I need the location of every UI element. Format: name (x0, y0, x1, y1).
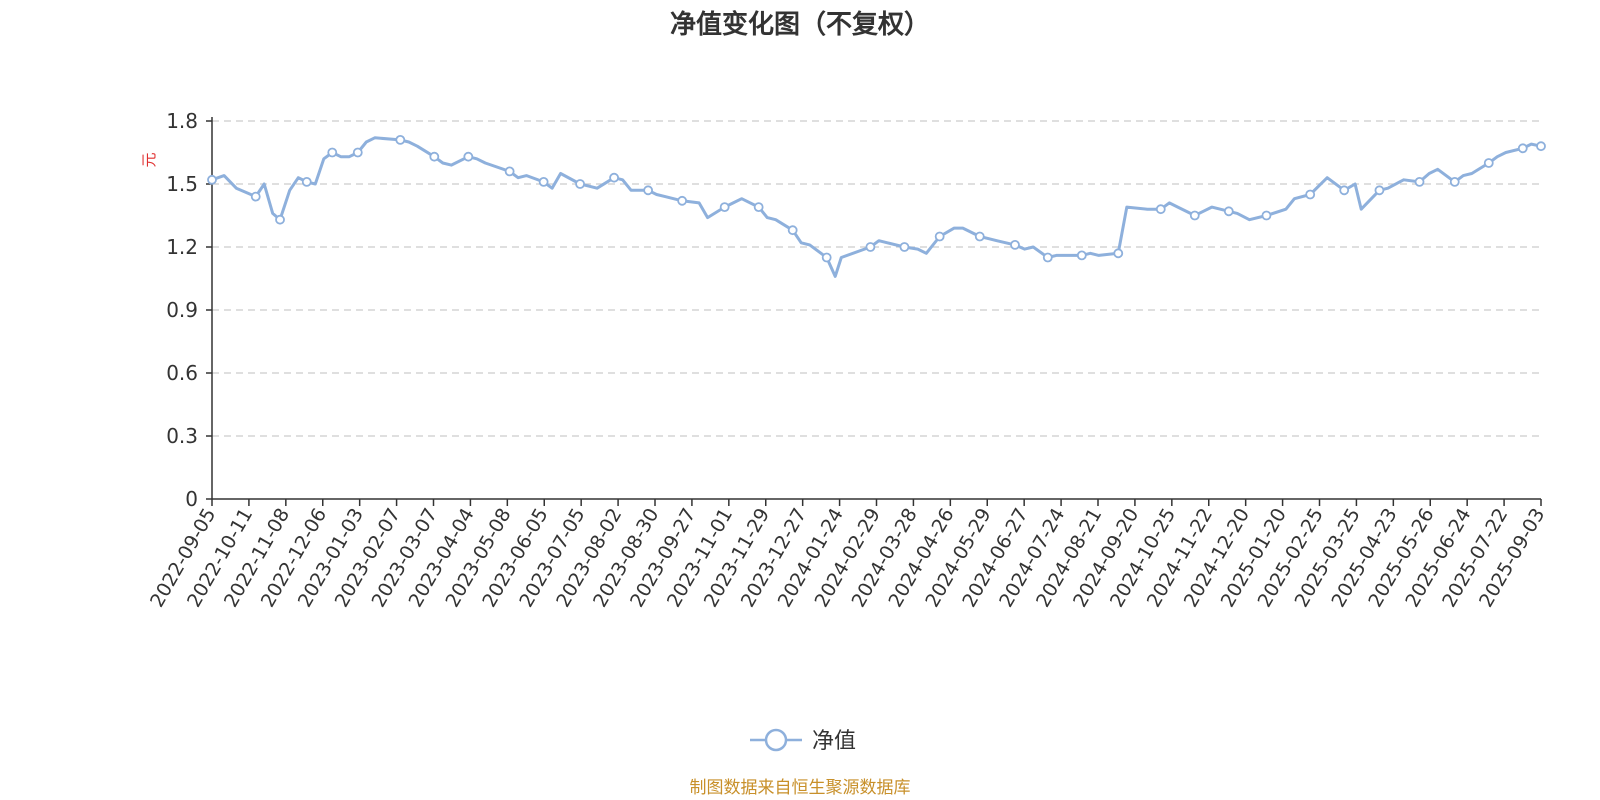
data-point (538, 176, 549, 187)
data-point (1076, 250, 1087, 261)
data-point (787, 225, 798, 236)
data-point (609, 172, 620, 183)
data-point (719, 202, 730, 213)
data-point (974, 231, 985, 242)
data-point (275, 214, 285, 225)
data-point (1339, 185, 1350, 196)
grid-lines (212, 120, 1541, 437)
legend[interactable]: 净值 (750, 728, 856, 754)
data-point (207, 174, 217, 185)
y-unit-label: 元 (140, 152, 158, 167)
data-point (934, 231, 945, 242)
series-line (210, 136, 1543, 278)
data-point (753, 202, 764, 213)
series-layer (207, 134, 1546, 278)
data-point (250, 191, 261, 202)
data-point (1374, 185, 1385, 196)
data-point (865, 242, 876, 252)
data-point (1042, 252, 1053, 263)
data-point (1261, 210, 1272, 221)
data-point (643, 185, 654, 196)
data-point (821, 252, 832, 263)
data-point (352, 147, 363, 158)
source-note: 制图数据来自恒生聚源数据库 (690, 778, 911, 798)
data-point (1517, 143, 1528, 154)
legend-label: 净值 (812, 729, 856, 754)
data-point (463, 151, 474, 162)
legend-marker-icon (764, 728, 788, 752)
data-point (504, 166, 515, 177)
y-tick-label: 1.8 (166, 109, 198, 133)
data-point (1483, 158, 1494, 168)
y-tick-label: 0.6 (166, 361, 198, 385)
y-tick-label: 0.3 (166, 424, 198, 448)
data-point (301, 176, 312, 187)
data-point (899, 242, 910, 252)
data-point (1010, 239, 1020, 250)
data-point (575, 179, 585, 189)
data-point (1155, 204, 1166, 215)
y-tick-label: 0.9 (166, 298, 198, 322)
data-point (1449, 176, 1460, 187)
data-point (1113, 248, 1124, 259)
data-point (1189, 210, 1200, 221)
data-point (1414, 176, 1425, 187)
y-tick-label: 0 (185, 487, 198, 511)
data-point (395, 134, 406, 145)
data-point (429, 151, 440, 162)
data-point (1223, 206, 1234, 217)
y-tick-label: 1.2 (166, 235, 198, 259)
y-tick-label: 1.5 (166, 172, 198, 196)
data-point (327, 147, 338, 158)
data-point (677, 195, 688, 206)
data-point (1536, 141, 1546, 152)
chart-title: 净值变化图（不复权） (670, 9, 930, 40)
data-point (1305, 189, 1316, 200)
